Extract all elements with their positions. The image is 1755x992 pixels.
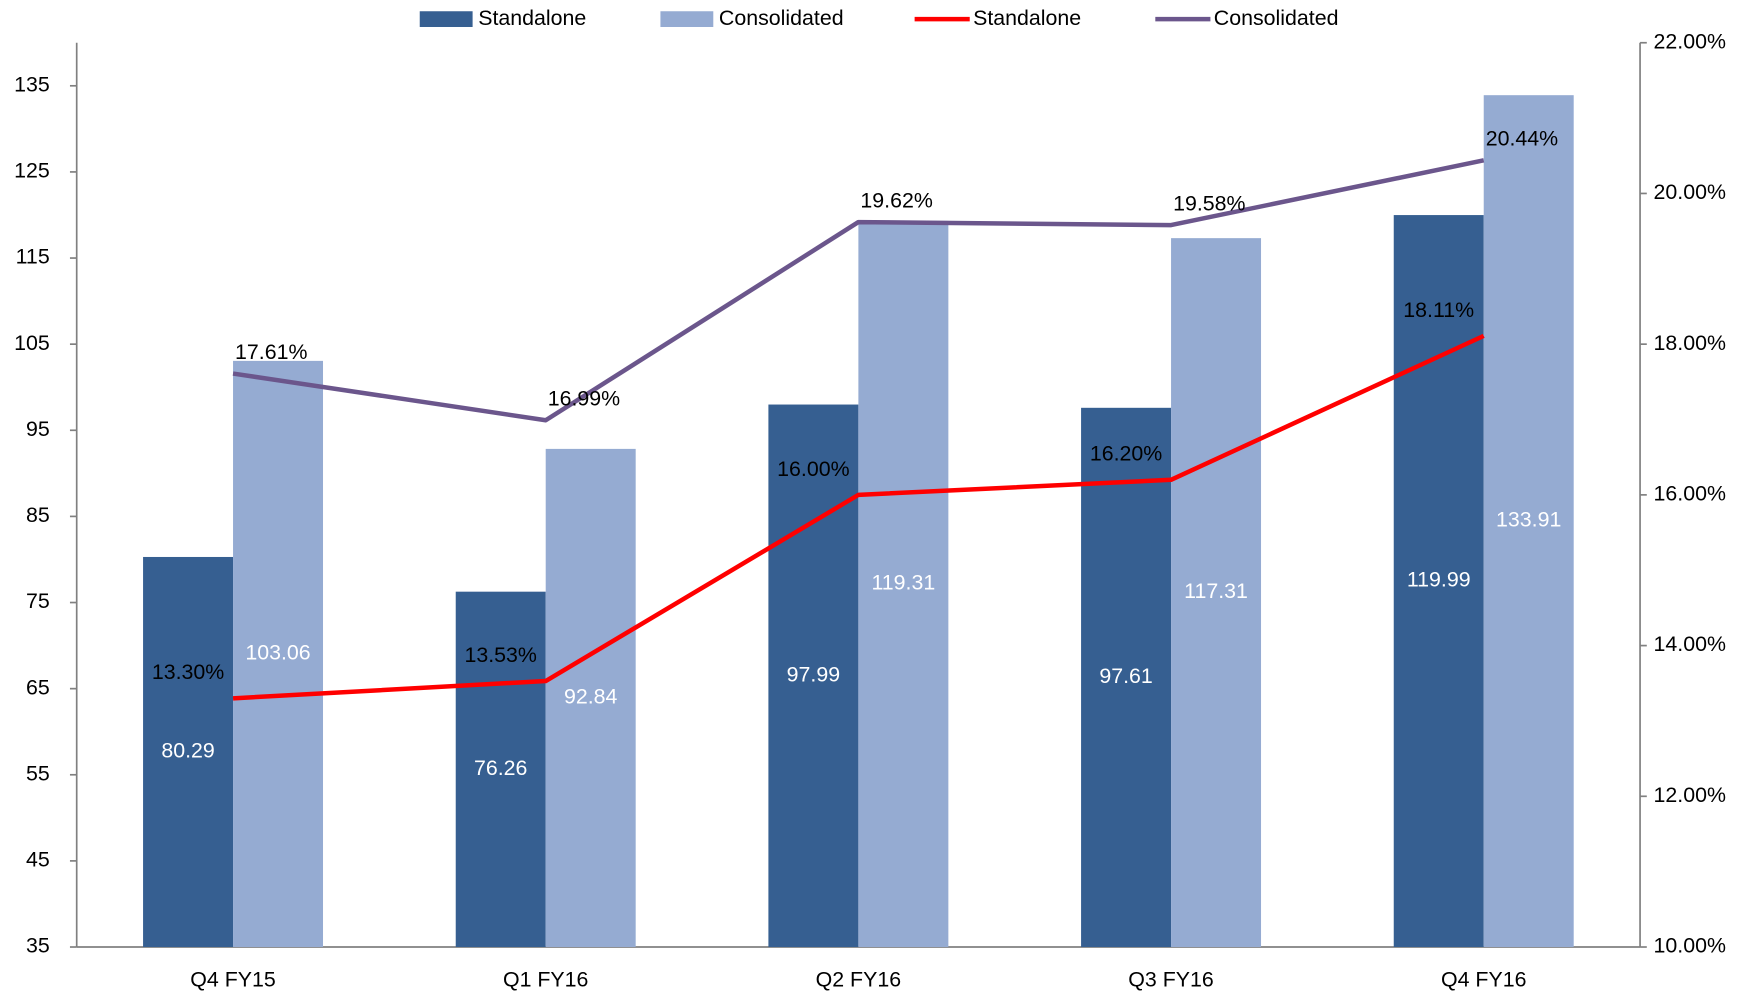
line-label: 13.53% — [464, 643, 536, 667]
y2-tick-label: 22.00% — [1654, 29, 1726, 53]
x-tick-label: Q3 FY16 — [1128, 967, 1213, 991]
line-label: 16.00% — [777, 457, 849, 481]
x-tick-label: Q4 FY16 — [1441, 967, 1526, 991]
x-tick-label: Q1 FY16 — [503, 967, 588, 991]
legend-swatch — [660, 11, 714, 27]
y2-tick-label: 12.00% — [1654, 783, 1726, 807]
line-label: 19.62% — [860, 188, 932, 212]
line-label: 16.99% — [548, 387, 620, 411]
bar-label: 92.84 — [564, 685, 618, 709]
line-label: 16.20% — [1090, 442, 1162, 466]
y-tick-label: 45 — [26, 848, 50, 872]
y-tick-label: 65 — [26, 675, 50, 699]
bar-label: 80.29 — [161, 739, 214, 763]
bar — [858, 220, 949, 948]
bar — [143, 556, 234, 948]
bar-label: 117.31 — [1184, 579, 1248, 603]
y-tick-label: 85 — [26, 503, 50, 527]
bar — [233, 360, 324, 948]
y2-tick-label: 18.00% — [1654, 331, 1726, 355]
line — [232, 333, 1485, 701]
bar-label: 97.99 — [787, 662, 840, 686]
bar — [1081, 407, 1172, 948]
line-label: 13.30% — [152, 660, 224, 684]
line-label: 19.58% — [1173, 191, 1245, 215]
line-label: 20.44% — [1486, 127, 1558, 151]
bar-label: 119.99 — [1407, 568, 1471, 592]
y-tick-label: 35 — [26, 934, 50, 958]
bar — [1483, 95, 1574, 948]
legend-swatch — [419, 11, 473, 27]
bar — [1393, 215, 1484, 948]
y2-tick-label: 16.00% — [1654, 482, 1726, 506]
y-tick-label: 125 — [14, 159, 50, 183]
bar-label: 76.26 — [474, 756, 527, 780]
bar — [455, 591, 546, 948]
bar — [768, 404, 859, 948]
line-label: 17.61% — [235, 340, 307, 364]
bar — [545, 448, 636, 948]
legend-label: Standalone — [973, 6, 1081, 30]
bar-label: 133.91 — [1496, 508, 1561, 532]
x-tick-label: Q2 FY16 — [816, 967, 901, 991]
y2-tick-label: 20.00% — [1654, 180, 1726, 204]
y-tick-label: 115 — [16, 245, 50, 269]
line — [232, 158, 1485, 423]
legend-label: Consolidated — [719, 6, 844, 30]
y2-tick-label: 14.00% — [1654, 632, 1726, 656]
bar-label: 119.31 — [871, 571, 935, 595]
y-tick-label: 105 — [14, 331, 50, 355]
x-tick-label: Q4 FY15 — [190, 967, 275, 991]
y-tick-label: 135 — [14, 72, 50, 96]
y2-tick-label: 10.00% — [1654, 934, 1726, 958]
y-tick-label: 75 — [26, 589, 50, 613]
line-label: 18.11% — [1403, 298, 1474, 322]
y-tick-label: 95 — [26, 417, 50, 441]
legend-label: Consolidated — [1214, 6, 1339, 30]
legend-label: Standalone — [478, 6, 586, 30]
bar — [1171, 238, 1262, 948]
y-tick-label: 55 — [26, 761, 50, 785]
bar-label: 97.61 — [1099, 664, 1152, 688]
bar-label: 103.06 — [245, 641, 310, 665]
